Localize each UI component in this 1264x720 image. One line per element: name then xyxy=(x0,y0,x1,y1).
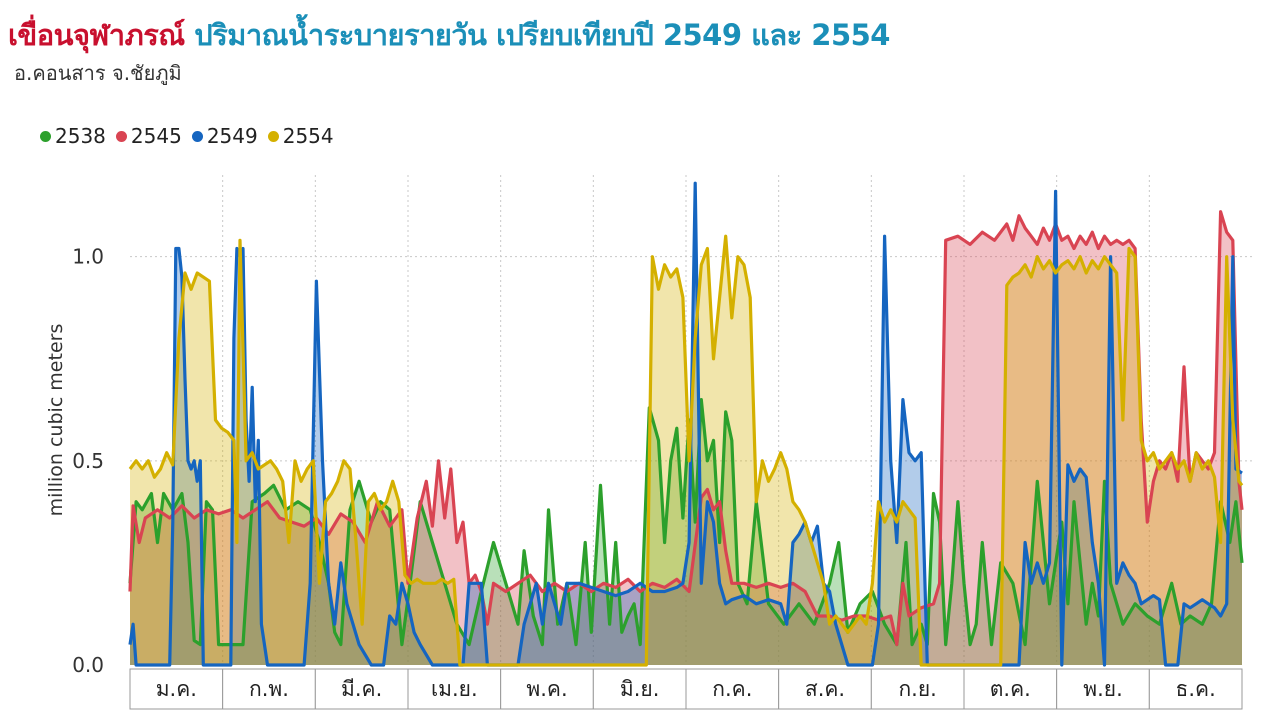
x-tick-label: มี.ค. xyxy=(341,677,382,701)
legend-label: 2545 xyxy=(130,124,182,148)
legend-dot-icon xyxy=(191,130,203,142)
legend-item: 2538 xyxy=(40,124,106,148)
x-tick-label: พ.ย. xyxy=(1083,677,1123,701)
month-box xyxy=(1148,668,1243,710)
y-axis-label: million cubic meters xyxy=(45,324,67,517)
legend: 2538 2545 2549 2554 xyxy=(40,124,334,148)
legend-item: 2554 xyxy=(267,124,334,148)
x-tick-label: ม.ค. xyxy=(156,677,197,701)
month-box xyxy=(407,668,502,710)
x-tick-label: ต.ค. xyxy=(990,677,1031,701)
month-box xyxy=(963,668,1058,710)
x-tick-label: ก.พ. xyxy=(249,677,289,701)
legend-dot-icon xyxy=(40,130,51,142)
y-tick-label: 1.0 xyxy=(72,245,104,269)
x-tick-label: พ.ค. xyxy=(526,677,567,701)
series-line-2545 xyxy=(128,210,1244,647)
chart-title: เขื่อนจุฬาภรณ์ ปริมาณน้ำระบายรายวัน เปรี… xyxy=(8,12,890,58)
x-tick-label: ก.ค. xyxy=(712,677,752,701)
month-box xyxy=(500,668,594,710)
legend-label: 2549 xyxy=(206,124,258,148)
x-tick-label: เม.ย. xyxy=(431,677,478,701)
month-box xyxy=(129,668,224,710)
month-box xyxy=(592,668,687,710)
month-box xyxy=(870,668,965,710)
series-line-2538 xyxy=(128,398,1244,647)
legend-label: 2538 xyxy=(55,124,106,148)
title-text: ปริมาณน้ำระบายรายวัน เปรียบเทียบปี 2549 … xyxy=(194,18,890,52)
chart-subtitle: อ.คอนสาร จ.ชัยภูมิ xyxy=(14,61,182,85)
legend-dot-icon xyxy=(115,130,127,142)
x-tick-label: มิ.ย. xyxy=(620,677,660,701)
legend-label: 2554 xyxy=(282,124,334,148)
dam-name: เขื่อนจุฬาภรณ์ xyxy=(8,18,185,52)
y-tick-label: 0.0 xyxy=(72,653,104,677)
x-tick-label: ธ.ค. xyxy=(1176,677,1216,701)
month-box xyxy=(1056,668,1150,710)
x-tick-label: ก.ย. xyxy=(898,677,936,701)
month-box xyxy=(778,668,872,710)
legend-item: 2549 xyxy=(191,124,258,148)
month-box xyxy=(314,668,409,710)
series-area-2545 xyxy=(130,211,1242,665)
legend-item: 2545 xyxy=(115,124,182,148)
legend-dot-icon xyxy=(267,130,279,142)
series-line-2554 xyxy=(128,234,1244,667)
x-tick-label: ส.ค. xyxy=(805,677,845,701)
month-box xyxy=(685,668,780,710)
y-tick-label: 0.5 xyxy=(72,449,104,473)
series-line-2549 xyxy=(128,181,1243,667)
